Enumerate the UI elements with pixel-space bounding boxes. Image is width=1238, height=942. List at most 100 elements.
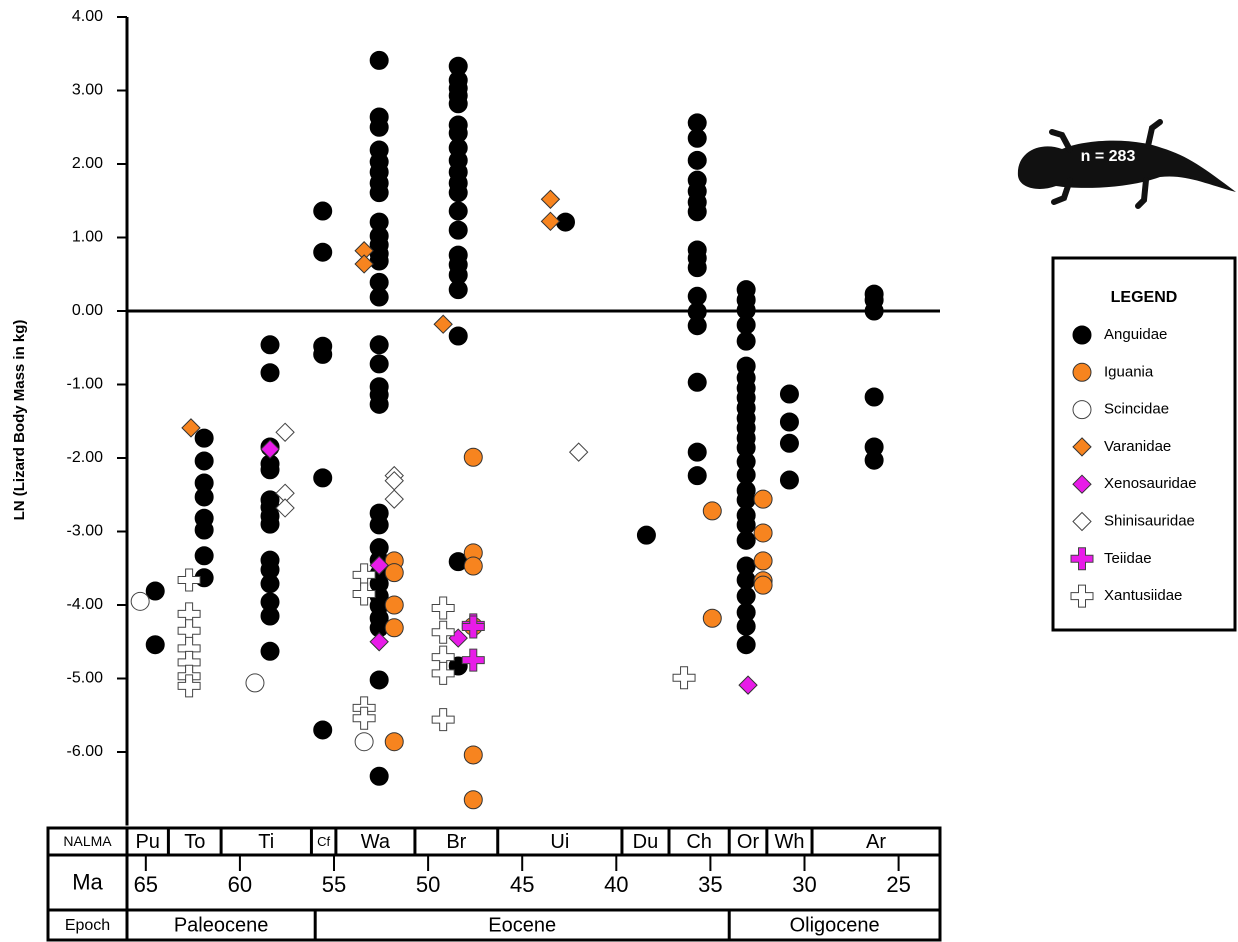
point xyxy=(261,364,279,382)
point xyxy=(261,575,279,593)
point xyxy=(314,345,332,363)
point xyxy=(754,490,772,508)
point xyxy=(195,488,213,506)
point xyxy=(673,667,695,689)
point xyxy=(276,423,294,441)
point xyxy=(754,576,772,594)
legend-label: Shinisauridae xyxy=(1104,512,1195,529)
point xyxy=(780,413,798,431)
point xyxy=(355,733,373,751)
row-label: Epoch xyxy=(65,917,110,934)
point xyxy=(314,721,332,739)
x-tick-label: 25 xyxy=(886,872,910,897)
point xyxy=(737,571,755,589)
point xyxy=(688,317,706,335)
nalma-label: Br xyxy=(446,831,466,853)
epochs-label: Oligocene xyxy=(790,914,880,936)
x-tick-label: 30 xyxy=(792,872,816,897)
point xyxy=(688,151,706,169)
point xyxy=(314,469,332,487)
point xyxy=(464,557,482,575)
point xyxy=(688,373,706,391)
point xyxy=(370,252,388,270)
y-tick-label: -6.00 xyxy=(67,743,104,760)
row-label: Ma xyxy=(72,869,103,894)
point xyxy=(261,515,279,533)
point xyxy=(370,288,388,306)
point xyxy=(385,733,403,751)
point xyxy=(780,434,798,452)
point xyxy=(449,184,467,202)
x-tick-label: 50 xyxy=(416,872,440,897)
point xyxy=(737,636,755,654)
legend-marker xyxy=(1073,401,1091,419)
y-tick-label: 1.00 xyxy=(72,229,103,246)
point xyxy=(703,502,721,520)
point xyxy=(195,429,213,447)
epochs-label: Paleocene xyxy=(174,914,269,936)
point xyxy=(464,746,482,764)
nalma-label: Ui xyxy=(550,831,569,853)
y-tick-label: 0.00 xyxy=(72,302,103,319)
x-tick-label: 60 xyxy=(228,872,252,897)
point xyxy=(195,547,213,565)
point xyxy=(737,316,755,334)
y-tick-label: -3.00 xyxy=(67,523,104,540)
point xyxy=(261,461,279,479)
y-tick-label: -5.00 xyxy=(67,670,104,687)
legend-label: Xantusiidae xyxy=(1104,587,1182,604)
nalma-label: Wa xyxy=(361,831,391,853)
y-tick-label: -4.00 xyxy=(67,596,104,613)
legend-label: Teiidae xyxy=(1104,550,1152,567)
legend-label: Xenosauridae xyxy=(1104,475,1197,492)
point xyxy=(703,609,721,627)
point xyxy=(434,315,452,333)
point xyxy=(688,467,706,485)
x-tick-label: 45 xyxy=(510,872,534,897)
point xyxy=(131,592,149,610)
point xyxy=(195,452,213,470)
point xyxy=(737,587,755,605)
x-tick-label: 55 xyxy=(322,872,346,897)
point xyxy=(464,448,482,466)
point xyxy=(541,190,559,208)
point xyxy=(385,564,403,582)
legend-label: Varanidae xyxy=(1104,438,1171,455)
point xyxy=(464,791,482,809)
point xyxy=(688,203,706,221)
point xyxy=(449,95,467,113)
point xyxy=(370,516,388,534)
x-tick-label: 40 xyxy=(604,872,628,897)
point xyxy=(385,619,403,637)
epochs-label: Eocene xyxy=(488,914,556,936)
nalma-label: Du xyxy=(633,831,659,853)
point xyxy=(314,243,332,261)
point xyxy=(370,767,388,785)
point xyxy=(449,202,467,220)
point xyxy=(261,607,279,625)
point xyxy=(865,302,883,320)
point xyxy=(541,212,559,230)
nalma-label: Ti xyxy=(258,831,274,853)
point xyxy=(754,524,772,542)
nalma-label: Wh xyxy=(774,831,804,853)
annotation: n = 283 xyxy=(1081,148,1136,165)
legend-title: LEGEND xyxy=(1111,289,1178,306)
point xyxy=(370,355,388,373)
point xyxy=(195,521,213,539)
nalma-label: Ch xyxy=(686,831,712,853)
point xyxy=(370,336,388,354)
point xyxy=(449,221,467,239)
legend-label: Iguania xyxy=(1104,363,1154,380)
chart: LN (Lizard Body Mass in kg) n = 283 LEGE… xyxy=(0,0,1238,942)
point xyxy=(449,327,467,345)
y-tick-label: 4.00 xyxy=(72,8,103,25)
point xyxy=(737,531,755,549)
point xyxy=(314,202,332,220)
nalma-label: To xyxy=(184,831,205,853)
legend-label: Anguidae xyxy=(1104,326,1167,343)
point xyxy=(780,471,798,489)
point xyxy=(637,526,655,544)
y-tick-label: -1.00 xyxy=(67,376,104,393)
point xyxy=(146,636,164,654)
